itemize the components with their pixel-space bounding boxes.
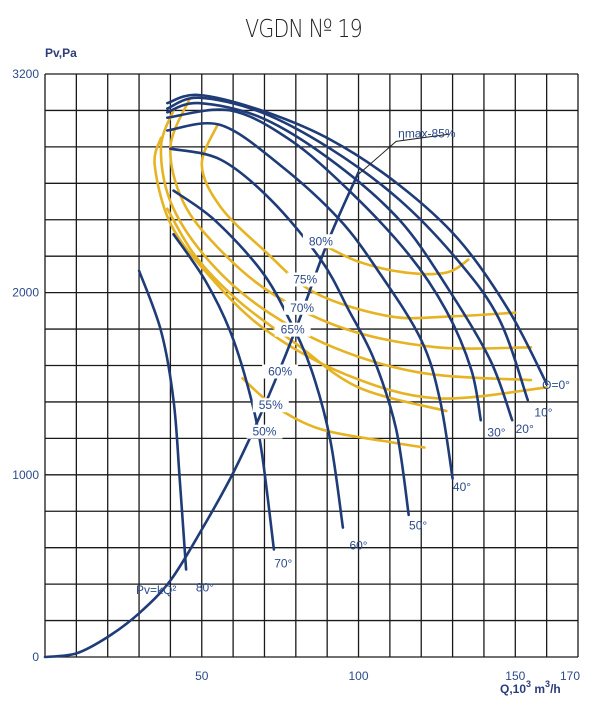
efficiency-label: 80% <box>309 234 333 248</box>
grid <box>44 73 579 658</box>
efficiency-label: 75% <box>293 273 317 287</box>
blade-angle-curves <box>137 93 548 571</box>
y-axis-label: Pv,Pa <box>45 46 77 60</box>
label-background <box>302 234 339 249</box>
blade-angle-curve <box>166 101 514 422</box>
x-tick-label: 100 <box>349 669 369 683</box>
blade-angle-label: 60° <box>349 539 367 553</box>
curve-labels: Θ=0° 10°20° 30° 40° 50° 60° 70° 80° 80% 75% 70% 65%… <box>136 234 570 597</box>
y-tick-label: 0 <box>32 650 39 664</box>
blade-angle-label: 70° <box>274 557 292 571</box>
blade-angle-label: 10° <box>534 406 552 420</box>
label-background <box>274 322 311 337</box>
x-tick-label: 170 <box>560 669 580 683</box>
efficiency-label: 55% <box>259 398 283 412</box>
blade-angle-curve <box>166 93 548 385</box>
blade-angle-curve <box>166 121 454 480</box>
blade-angle-curve <box>137 269 188 571</box>
system-curve-line <box>43 171 360 659</box>
blade-angle-curve <box>172 189 345 529</box>
label-background <box>252 398 289 413</box>
eta-max-label: ηmax-85% <box>398 126 456 140</box>
efficiency-curve <box>159 109 533 382</box>
system-curve-label: Pv=kQ² <box>136 583 176 597</box>
efficiency-curve <box>241 377 426 449</box>
blade-angle-label: 20° <box>516 422 534 436</box>
efficiency-label: 50% <box>252 425 276 439</box>
chart-title: VGDN № 19 <box>245 14 362 43</box>
efficiency-label: 60% <box>268 365 292 379</box>
efficiency-curve <box>169 98 533 350</box>
blade-angle-label: 30° <box>487 426 505 440</box>
x-axis-label-q: Q,10 <box>500 682 526 696</box>
x-axis-label-sup2: 3 <box>545 679 550 689</box>
efficiency-curve <box>153 136 548 400</box>
eta-max-leader <box>358 133 450 175</box>
label-background <box>246 424 283 439</box>
blade-angle-label: 40° <box>453 480 471 494</box>
blade-angle-label: 50° <box>409 518 427 532</box>
x-tick-label: 150 <box>505 669 525 683</box>
label-background <box>262 364 299 379</box>
efficiency-label: 65% <box>281 323 305 337</box>
label-background <box>284 300 321 315</box>
y-tick-label: 1000 <box>12 468 39 482</box>
blade-angle-curve <box>169 147 410 517</box>
blade-angle-label: 80° <box>196 580 214 594</box>
x-axis-label: Q,103 m3/h <box>500 679 561 696</box>
x-tick-label: 50 <box>195 669 209 683</box>
eta-max-annotation: ηmax-85% <box>358 126 456 175</box>
y-axis-ticks: 0 1000 2000 3200 <box>12 67 39 664</box>
x-axis-ticks: 50 100 150 170 <box>195 669 580 683</box>
y-tick-label: 2000 <box>12 286 39 300</box>
system-curve <box>43 171 360 659</box>
blade-angle-curve <box>172 233 276 551</box>
blade-angle-curve <box>166 108 483 422</box>
blade-angle-curve <box>166 96 530 402</box>
x-axis-label-m: m <box>531 682 545 696</box>
efficiency-label: 70% <box>290 301 314 315</box>
efficiency-curve <box>319 242 470 276</box>
x-axis-label-sup1: 3 <box>526 679 531 689</box>
x-axis-label-h: /h <box>550 682 561 696</box>
blade-angle-label: Θ=0° <box>542 378 570 392</box>
y-tick-label: 3200 <box>12 67 39 81</box>
label-background <box>287 272 324 287</box>
